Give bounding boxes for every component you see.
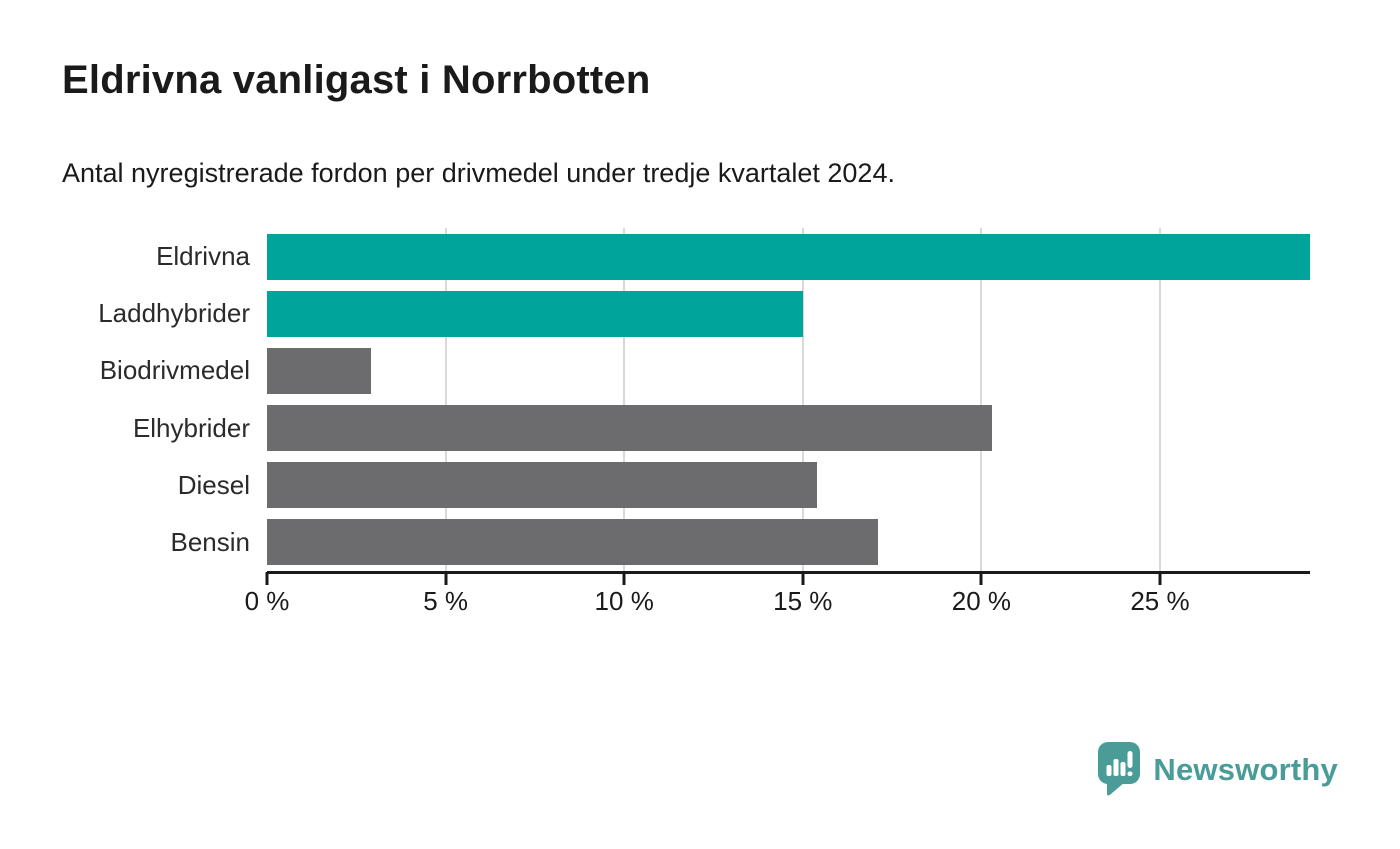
category-labels: Eldrivna Laddhybrider Biodrivmedel Elhybrid… xyxy=(62,228,267,571)
axis-tick-label: 10 % xyxy=(594,586,654,616)
gridline xyxy=(444,228,447,571)
axis-tick-label: 25 % xyxy=(1130,586,1190,616)
bar-row xyxy=(267,342,1310,399)
axis-tick-label: 5 % xyxy=(423,586,468,616)
brand-name: Newsworthy xyxy=(1153,751,1338,787)
axis-tick-label: 15 % xyxy=(773,586,833,616)
page-title: Eldrivna vanligast i Norrbotten xyxy=(62,58,651,102)
bar-row xyxy=(267,228,1310,285)
bar-row xyxy=(267,285,1310,342)
axis-tick xyxy=(265,572,269,585)
newsworthy-logo-icon xyxy=(1098,742,1141,796)
bar-row xyxy=(267,514,1310,571)
bars xyxy=(267,228,1310,571)
axis-tick xyxy=(801,572,805,585)
axis-tick-labels: 0 % 5 % 10 % 15 % 20 % 25 % xyxy=(245,574,1310,618)
category-label: Laddhybrider xyxy=(98,298,250,329)
chart-subtitle: Antal nyregistrerade fordon per drivmede… xyxy=(62,158,895,188)
bar xyxy=(267,462,818,509)
gridline xyxy=(980,228,983,571)
category-label: Eldrivna xyxy=(156,241,250,272)
category-label: Elhybrider xyxy=(132,412,250,443)
gridlines xyxy=(267,228,1310,571)
bar xyxy=(267,347,371,394)
category-label: Biodrivmedel xyxy=(99,355,250,386)
bar-row xyxy=(267,457,1310,514)
bar xyxy=(267,519,878,566)
category-label: Bensin xyxy=(170,526,251,557)
gridline xyxy=(623,228,626,571)
axis-tick xyxy=(622,572,626,585)
axis-tick xyxy=(1158,572,1162,585)
category-label: Diesel xyxy=(177,469,250,500)
plot-area xyxy=(265,228,1310,585)
brand-footer: Newsworthy xyxy=(1098,742,1338,797)
bar-row xyxy=(267,400,1310,457)
axis-tick-label: 20 % xyxy=(951,586,1012,616)
axis-tick xyxy=(979,572,983,585)
gridline xyxy=(1158,228,1161,571)
axis-tick-label: 0 % xyxy=(244,586,290,616)
bar xyxy=(267,233,1310,280)
bar xyxy=(267,405,993,452)
axis-tick xyxy=(444,572,448,585)
gridline xyxy=(801,228,804,571)
bar-chart: Eldrivna Laddhybrider Biodrivmedel Elhybrid… xyxy=(62,228,1400,585)
bar xyxy=(267,290,803,337)
